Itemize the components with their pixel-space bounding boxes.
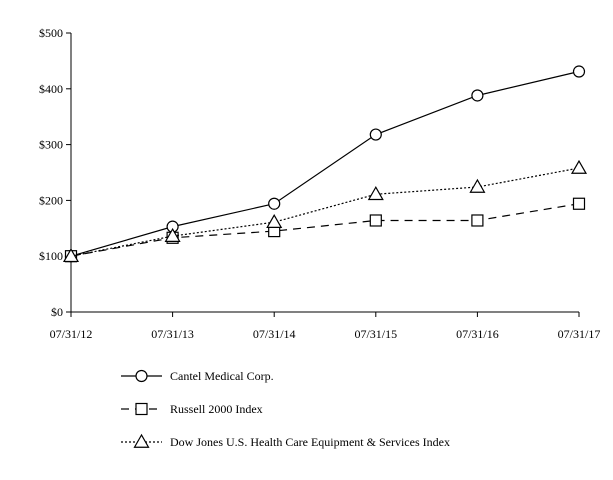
x-tick-label: 07/31/17 [558, 327, 601, 341]
data-point [164, 227, 181, 242]
data-point [471, 89, 484, 102]
data-point [469, 178, 486, 193]
data-point [572, 65, 586, 78]
legend-marker [135, 369, 148, 383]
legend-item: Cantel Medical Corp. [121, 369, 274, 383]
series-square [64, 197, 586, 263]
x-tick-label: 07/31/13 [151, 327, 194, 341]
series-line [70, 70, 580, 257]
data-point [367, 186, 384, 201]
data-point [62, 247, 80, 263]
data-point [471, 214, 484, 227]
x-tick-label: 07/31/14 [253, 327, 296, 341]
legend-marker [135, 402, 148, 416]
y-tick-label: $400 [39, 82, 63, 96]
y-axis-ticks: $0 $100 $200 $300 $400 $500 [39, 26, 71, 319]
data-point [369, 214, 382, 227]
legend-label: Cantel Medical Corp. [170, 369, 274, 383]
series-circle [64, 65, 586, 263]
y-tick-label: $0 [51, 305, 63, 319]
chart-legend: Cantel Medical Corp. Russell 2000 Index Do… [121, 369, 450, 449]
y-tick-label: $500 [39, 26, 63, 40]
y-tick-label: $200 [39, 193, 63, 207]
legend-item: Dow Jones U.S. Health Care Equipment & S… [121, 433, 450, 449]
x-tick-label: 07/31/12 [50, 327, 93, 341]
data-point [572, 197, 586, 210]
chart-axes [70, 33, 579, 313]
x-axis-ticks: 07/31/12 07/31/13 07/31/14 07/31/15 07/31/16… [50, 312, 601, 341]
legend-label: Russell 2000 Index [170, 402, 263, 416]
data-point [369, 128, 382, 141]
series-line [70, 203, 580, 257]
data-point [268, 197, 281, 210]
legend-item: Russell 2000 Index [121, 402, 263, 416]
y-tick-label: $100 [39, 249, 63, 263]
x-tick-label: 07/31/16 [456, 327, 499, 341]
legend-label: Dow Jones U.S. Health Care Equipment & S… [170, 435, 450, 449]
x-tick-label: 07/31/15 [354, 327, 397, 341]
series-triangle [62, 159, 588, 263]
y-tick-label: $300 [39, 138, 63, 152]
legend-marker [133, 433, 150, 448]
data-point [570, 159, 588, 174]
data-point [266, 213, 283, 229]
chart-series [62, 65, 588, 263]
